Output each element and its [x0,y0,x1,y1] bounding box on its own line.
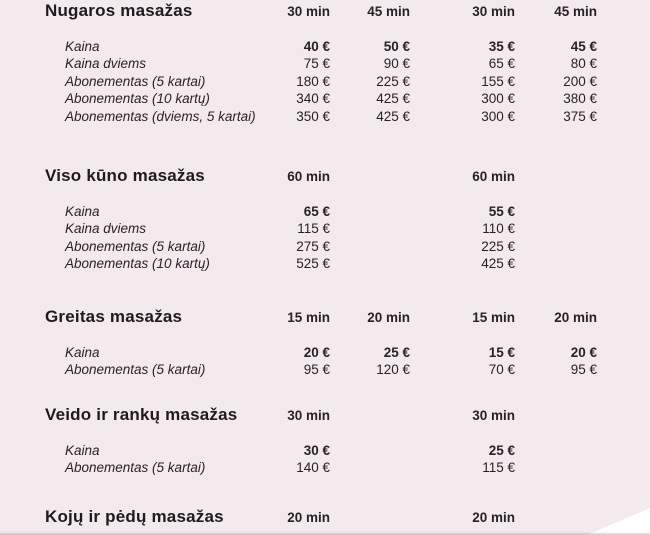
price-value: 50 € [383,39,410,54]
price-row-label: Kaina dviems [65,56,147,72]
section-header-row: Nugaros masažas 30 min 45 min 30 min 45 min [0,1,650,21]
duration-header: 45 min [554,4,597,19]
duration-header: 30 min [472,4,515,19]
price-row-label: Kaina [65,204,100,219]
price-value: 225 € [481,238,515,254]
service-section: Nugaros masažas 30 min 45 min 30 min 45 min K… [0,1,650,125]
price-value: 425 € [481,256,515,272]
price-row: Kaina dviems 75 € 90 € 65 € 80 € [0,55,650,72]
price-row: Abonementas (5 kartai) 140 € 115 € [0,459,650,476]
duration-header: 30 min [287,408,330,423]
price-value: 80 € [570,56,597,72]
service-title: Nugaros masažas [45,1,193,20]
price-value: 35 € [488,39,515,54]
price-row: Kaina 30 € 25 € [0,442,650,459]
service-section: Kojų ir pėdų masažas 20 min 20 min [0,507,650,535]
price-row-label: Abonementas (10 kartų) [65,91,210,107]
service-title: Veido ir rankų masažas [45,405,238,424]
price-value: 90 € [383,56,410,72]
price-value: 375 € [563,108,597,124]
price-row: Kaina 20 € 25 € 15 € 20 € [0,344,650,361]
price-value: 340 € [296,91,330,107]
price-value: 40 € [303,39,330,54]
section-header-row: Veido ir rankų masažas 30 min 30 min [0,405,650,425]
price-row: Kaina 40 € 50 € 35 € 45 € [0,38,650,55]
price-value: 25 € [488,443,515,458]
service-title: Viso kūno masažas [45,166,205,185]
price-value: 115 € [482,460,515,476]
price-value: 180 € [296,73,330,89]
price-row-label: Kaina [65,345,100,360]
price-value: 45 € [570,39,597,54]
price-row: Abonementas (5 kartai) 95 € 120 € 70 € 95 € [0,361,650,378]
duration-header: 60 min [287,169,330,184]
price-value: 70 € [488,362,515,378]
price-value: 95 € [303,362,330,378]
price-row: Abonementas (5 kartai) 180 € 225 € 155 € 200… [0,73,650,90]
section-header-row: Kojų ir pėdų masažas 20 min 20 min [0,507,650,527]
price-row: Kaina dviems 115 € 110 € [0,220,650,237]
price-value: 425 € [376,108,410,124]
photo-bottom-edge [0,532,650,535]
price-row-label: Kaina dviems [65,221,147,237]
price-row-label: Abonementas (5 kartai) [65,460,206,476]
price-value: 25 € [383,345,410,360]
service-title: Greitas masažas [45,307,183,326]
price-value: 525 € [296,256,330,272]
section-header-row: Viso kūno masažas 60 min 60 min [0,166,650,186]
price-row-label: Kaina [65,39,100,54]
price-row-label: Abonementas (dviems, 5 kartai) [65,108,256,124]
price-value: 380 € [563,91,597,107]
price-value: 350 € [296,108,330,124]
service-section: Veido ir rankų masažas 30 min 30 min Kaina 3… [0,405,650,477]
price-row: Kaina 65 € 55 € [0,203,650,220]
price-row: Abonementas (5 kartai) 275 € 225 € [0,238,650,255]
duration-header: 20 min [554,310,597,325]
duration-header: 45 min [367,4,410,19]
price-value: 20 € [570,345,597,360]
service-title: Kojų ir pėdų masažas [45,507,224,526]
price-value: 65 € [488,56,515,72]
service-section: Greitas masažas 15 min 20 min 15 min 20 min K… [0,307,650,379]
duration-header: 20 min [472,510,515,525]
duration-header: 20 min [367,310,410,325]
price-value: 15 € [488,345,515,360]
price-value: 300 € [481,91,515,107]
price-value: 20 € [303,345,330,360]
duration-header: 30 min [287,4,330,19]
price-value: 75 € [303,56,330,72]
price-value: 115 € [297,221,330,237]
price-row: Abonementas (10 kartų) 340 € 425 € 300 € 380… [0,90,650,107]
price-value: 110 € [482,221,515,237]
price-row-label: Kaina [65,443,100,458]
price-row-label: Abonementas (5 kartai) [65,73,206,89]
price-row: Abonementas (dviems, 5 kartai) 350 € 425 €… [0,108,650,125]
price-row: Abonementas (10 kartų) 525 € 425 € [0,255,650,272]
price-value: 425 € [376,91,410,107]
price-value: 95 € [570,362,597,378]
price-value: 30 € [303,443,330,458]
price-value: 155 € [481,73,515,89]
price-row-label: Abonementas (5 kartai) [65,362,206,378]
duration-header: 60 min [472,169,515,184]
price-value: 225 € [376,73,410,89]
price-value: 275 € [296,238,330,254]
duration-header: 20 min [287,510,330,525]
price-value: 140 € [296,460,330,476]
price-value: 65 € [303,204,330,219]
price-value: 200 € [563,73,597,89]
duration-header: 30 min [472,408,515,423]
duration-header: 15 min [472,310,515,325]
section-header-row: Greitas masažas 15 min 20 min 15 min 20 min [0,307,650,327]
duration-header: 15 min [287,310,330,325]
price-row-label: Abonementas (5 kartai) [65,238,206,254]
price-row-label: Abonementas (10 kartų) [65,256,210,272]
price-value: 120 € [376,362,410,378]
price-value: 300 € [481,108,515,124]
price-value: 55 € [488,204,515,219]
service-section: Viso kūno masažas 60 min 60 min Kaina 65 € 55… [0,166,650,273]
